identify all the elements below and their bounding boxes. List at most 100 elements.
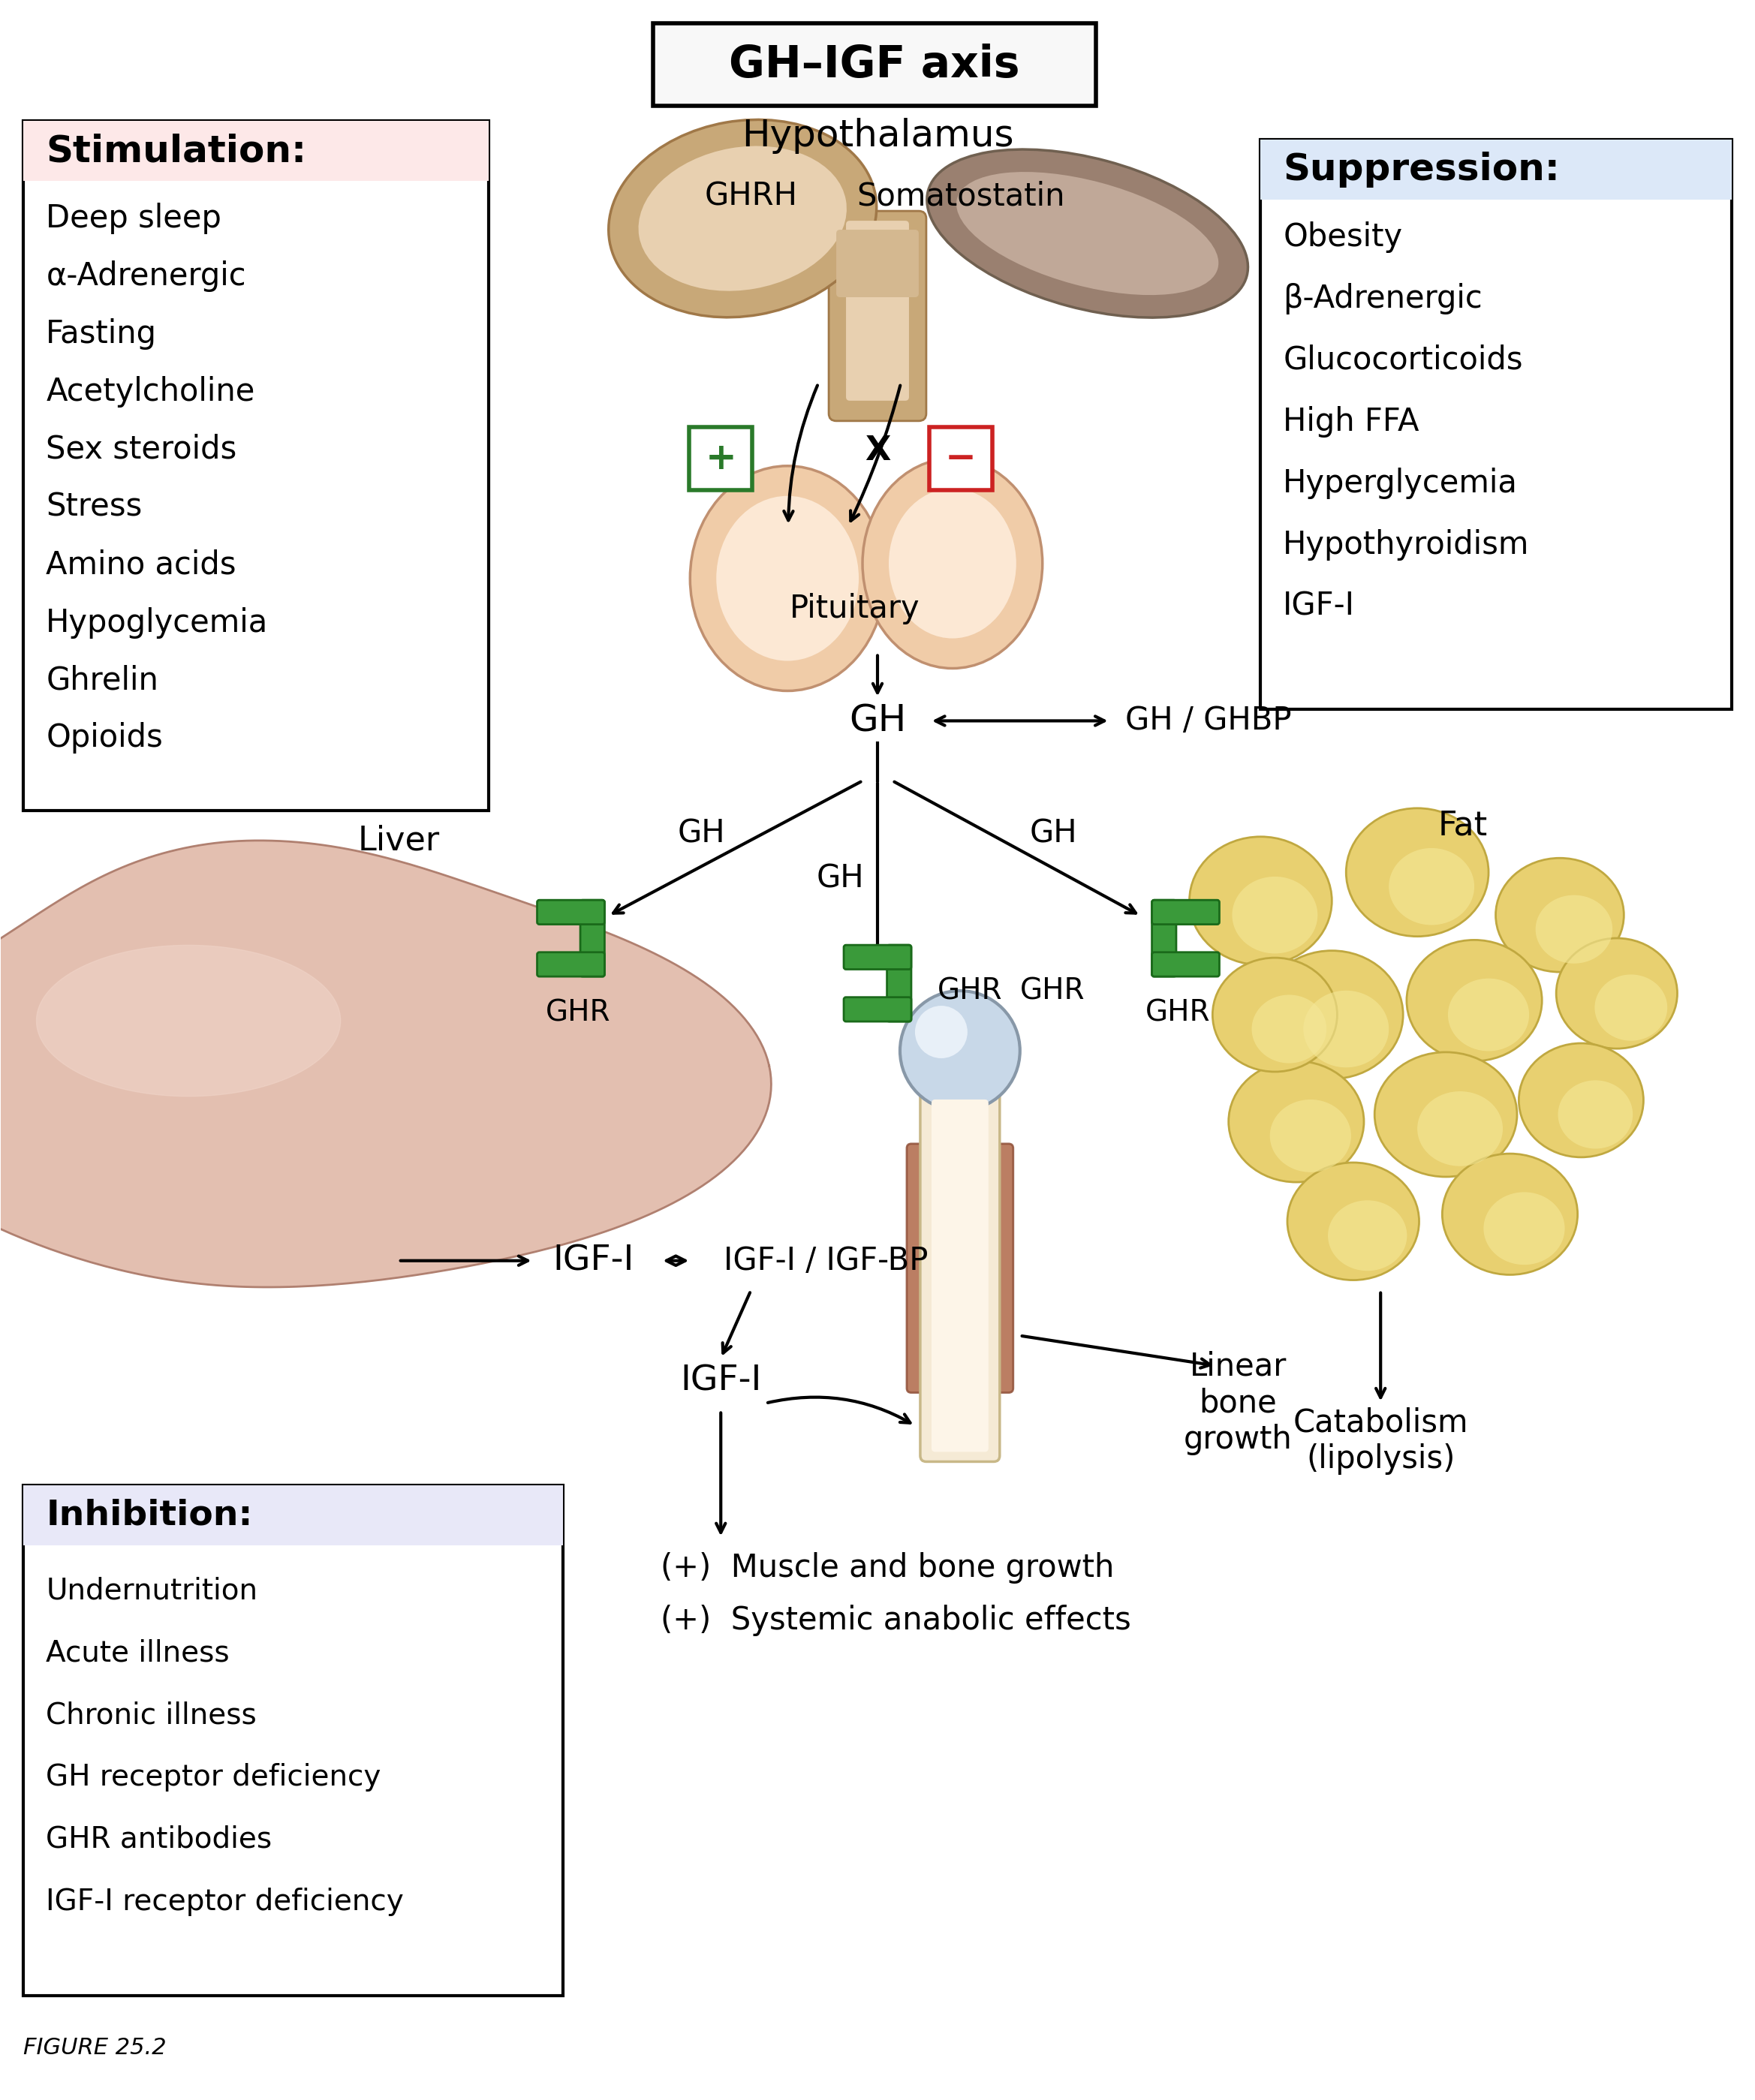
Text: Obesity: Obesity <box>1283 220 1402 252</box>
Text: Sex steroids: Sex steroids <box>46 435 237 466</box>
Ellipse shape <box>1558 1079 1632 1149</box>
FancyBboxPatch shape <box>23 122 488 811</box>
FancyBboxPatch shape <box>1260 141 1732 710</box>
Text: Hypothyroidism: Hypothyroidism <box>1283 529 1530 561</box>
Ellipse shape <box>1595 974 1667 1042</box>
Ellipse shape <box>1518 1044 1643 1157</box>
Ellipse shape <box>1190 836 1332 964</box>
Ellipse shape <box>639 147 846 292</box>
Text: Liver: Liver <box>358 825 439 857</box>
Text: (+)  Systemic anabolic effects: (+) Systemic anabolic effects <box>662 1604 1132 1636</box>
Text: GH / GHBP: GH / GHBP <box>1125 706 1292 737</box>
Polygon shape <box>0 840 770 1287</box>
Text: IGF-I: IGF-I <box>1283 590 1355 622</box>
FancyBboxPatch shape <box>581 901 604 976</box>
Ellipse shape <box>1557 939 1678 1048</box>
FancyBboxPatch shape <box>907 1144 1013 1392</box>
FancyBboxPatch shape <box>537 901 604 924</box>
Text: IGF-I receptor deficiency: IGF-I receptor deficiency <box>46 1888 404 1915</box>
Text: Suppression:: Suppression: <box>1283 151 1560 187</box>
Ellipse shape <box>1388 848 1474 924</box>
Ellipse shape <box>690 466 885 691</box>
Ellipse shape <box>1271 1100 1351 1172</box>
Ellipse shape <box>1448 979 1529 1052</box>
Text: Hypothalamus: Hypothalamus <box>741 118 1014 153</box>
Text: GHR antibodies: GHR antibodies <box>46 1825 272 1854</box>
Ellipse shape <box>1418 1092 1502 1166</box>
Text: Acetylcholine: Acetylcholine <box>46 376 254 407</box>
Text: Undernutrition: Undernutrition <box>46 1577 258 1604</box>
Text: Fasting: Fasting <box>46 319 158 351</box>
Ellipse shape <box>900 991 1020 1111</box>
FancyBboxPatch shape <box>828 210 927 420</box>
Text: IGF-I: IGF-I <box>553 1243 634 1277</box>
Text: GH–IGF axis: GH–IGF axis <box>728 44 1020 86</box>
Text: Fat: Fat <box>1437 811 1488 842</box>
FancyBboxPatch shape <box>932 1100 988 1451</box>
Text: α-Adrenergic: α-Adrenergic <box>46 260 246 292</box>
Ellipse shape <box>1260 951 1402 1079</box>
Ellipse shape <box>1346 808 1488 937</box>
FancyBboxPatch shape <box>653 23 1095 105</box>
Text: X: X <box>865 435 890 466</box>
Text: Somatostatin: Somatostatin <box>856 181 1065 212</box>
FancyBboxPatch shape <box>1151 901 1176 976</box>
FancyBboxPatch shape <box>1260 141 1732 200</box>
Text: GHR: GHR <box>546 998 611 1027</box>
Text: Stress: Stress <box>46 491 142 523</box>
Text: Hyperglycemia: Hyperglycemia <box>1283 468 1518 500</box>
FancyBboxPatch shape <box>23 122 488 181</box>
Text: Inhibition:: Inhibition: <box>46 1499 253 1533</box>
Text: Stimulation:: Stimulation: <box>46 132 307 168</box>
Text: IGF-I: IGF-I <box>681 1363 762 1397</box>
Ellipse shape <box>914 1006 967 1058</box>
FancyBboxPatch shape <box>928 426 992 489</box>
Ellipse shape <box>1536 895 1613 964</box>
Ellipse shape <box>1232 876 1318 953</box>
Ellipse shape <box>1213 958 1337 1071</box>
Text: Amino acids: Amino acids <box>46 548 237 580</box>
Polygon shape <box>37 945 340 1096</box>
Text: GHR: GHR <box>1146 998 1211 1027</box>
Text: GHRH: GHRH <box>704 181 797 212</box>
Text: High FFA: High FFA <box>1283 405 1420 437</box>
Text: Catabolism
(lipolysis): Catabolism (lipolysis) <box>1293 1407 1469 1474</box>
FancyBboxPatch shape <box>537 951 604 977</box>
Text: Linear
bone
growth: Linear bone growth <box>1185 1350 1292 1455</box>
FancyBboxPatch shape <box>23 1485 563 1546</box>
Ellipse shape <box>888 489 1016 638</box>
Text: Glucocorticoids: Glucocorticoids <box>1283 344 1523 376</box>
Text: FIGURE 25.2: FIGURE 25.2 <box>23 2037 167 2058</box>
Text: GH: GH <box>677 817 725 848</box>
Text: β-Adrenergic: β-Adrenergic <box>1283 284 1483 315</box>
Ellipse shape <box>1228 1060 1364 1182</box>
Text: GH: GH <box>816 863 863 895</box>
FancyBboxPatch shape <box>837 229 918 298</box>
Ellipse shape <box>716 496 858 662</box>
Ellipse shape <box>1443 1153 1578 1275</box>
FancyBboxPatch shape <box>886 945 911 1021</box>
Text: Hypoglycemia: Hypoglycemia <box>46 607 269 638</box>
Ellipse shape <box>927 149 1248 317</box>
Text: IGF-I / IGF-BP: IGF-I / IGF-BP <box>723 1245 928 1277</box>
Ellipse shape <box>862 458 1042 668</box>
FancyBboxPatch shape <box>23 1485 563 1995</box>
Ellipse shape <box>1374 1052 1516 1176</box>
Ellipse shape <box>609 120 876 317</box>
Text: GH: GH <box>1030 817 1078 848</box>
Ellipse shape <box>1408 941 1543 1061</box>
Ellipse shape <box>1329 1201 1408 1270</box>
Text: Pituitary: Pituitary <box>790 592 920 624</box>
Text: +: + <box>706 441 737 477</box>
Ellipse shape <box>1304 991 1388 1067</box>
FancyBboxPatch shape <box>844 945 911 970</box>
FancyBboxPatch shape <box>846 220 909 401</box>
Text: Opioids: Opioids <box>46 722 163 754</box>
Text: −: − <box>944 441 976 477</box>
FancyBboxPatch shape <box>690 426 753 489</box>
Ellipse shape <box>956 172 1218 294</box>
FancyBboxPatch shape <box>920 1090 1000 1462</box>
Ellipse shape <box>1251 995 1327 1063</box>
Text: Deep sleep: Deep sleep <box>46 204 221 235</box>
Text: (+)  Muscle and bone growth: (+) Muscle and bone growth <box>662 1552 1114 1583</box>
